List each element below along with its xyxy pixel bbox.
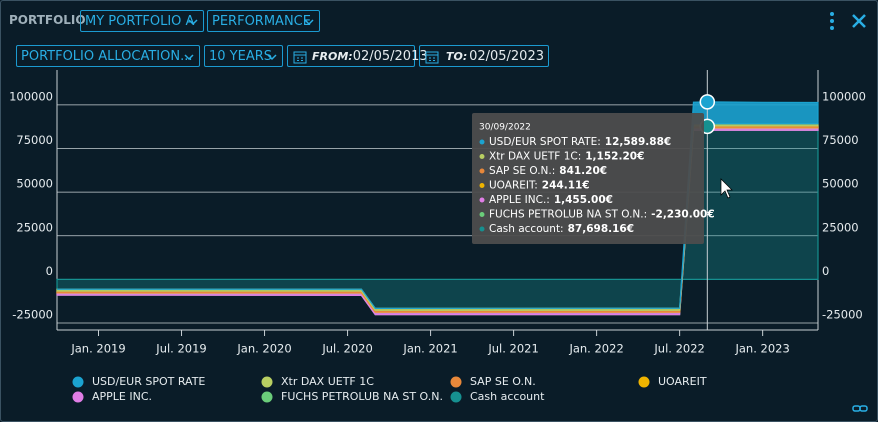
tooltip-label: Cash account: [489,223,564,235]
tooltip-row: Cash account: 87,698.16€ [489,223,634,235]
x-tick-label: Jul. 2021 [487,342,538,356]
view-dropdown[interactable]: PERFORMANCE [207,10,320,32]
tooltip-value: -2,230.00€ [651,209,714,221]
dropdown-text: 10 YEARS [209,49,273,64]
tooltip-row: UOAREIT: 244.11€ [489,180,590,192]
tooltip-value: 244.11€ [542,180,590,192]
hover-marker [699,94,716,110]
tooltip-value: 841.20€ [559,165,607,177]
x-tick-label: Jul. 2022 [653,342,704,356]
legend-label: Cash account [470,390,545,403]
tooltip-label: SAP SE O.N.: [489,165,555,177]
tooltip-dot [479,168,485,174]
x-tick-label: Jan. 2021 [402,342,457,356]
tooltip-label: Xtr DAX UETF 1C: [489,151,581,163]
y-tick-label: 75000 [16,133,53,147]
y-tick-label: 0 [46,264,53,278]
y2-tick-label: -25000 [822,308,863,322]
tooltip-dot [479,139,485,145]
legend-label: FUCHS PETROLUB NA ST O.N. [281,390,443,403]
dropdown-text: PERFORMANCE [212,14,311,29]
link-icon[interactable] [852,404,868,414]
tooltip-row: USD/EUR SPOT RATE: 12,589.88€ [489,136,671,148]
y2-tick-label: 75000 [822,133,859,147]
tooltip-label: USD/EUR SPOT RATE: [489,136,601,148]
x-tick-label: Jan. 2019 [70,342,125,356]
y-tick-label: -25000 [12,308,53,322]
legend-swatch [450,391,462,403]
y2-tick-label: 25000 [822,220,859,234]
from-label: FROM: [312,50,353,63]
tooltip-row: FUCHS PETROLUB NA ST O.N.: -2,230.00€ [489,209,715,221]
tooltip-date: 30/09/2022 [479,123,531,133]
menu-icon[interactable] [827,11,839,31]
legend-swatch [261,376,273,388]
tooltip-row: Xtr DAX UETF 1C: 1,152.20€ [489,151,644,163]
y2-tick-label: 100000 [822,89,866,103]
x-tick-label: Jan. 2023 [734,342,789,356]
legend-swatch [450,376,462,388]
tooltip-value: 1,455.00€ [554,194,613,206]
area [56,101,819,309]
to-date[interactable]: TO: 02/05/2023 [419,45,549,67]
tooltip: 30/09/2022 USD/EUR SPOT RATE: 12,589.88€ Xt… [472,113,715,244]
legend-swatch [72,391,84,403]
legend-swatch [638,376,650,388]
y2-tick-label: 0 [822,264,829,278]
tooltip-value: 12,589.88€ [605,136,671,148]
to-label: TO: [446,50,468,63]
x-tick-label: Jul. 2019 [155,342,206,356]
cursor [720,178,733,199]
legend-swatch [72,376,84,388]
legend-label: Xtr DAX UETF 1C [281,375,374,388]
y-tick-label: 50000 [16,177,53,191]
tooltip-dot [479,226,485,232]
tooltip-dot [479,154,485,159]
tooltip-dot [479,183,485,188]
tooltip-label: UOAREIT: [489,180,538,192]
allocation-dropdown[interactable]: PORTFOLIO ALLOCATION... [16,45,200,67]
tooltip-row: SAP SE O.N.: 841.20€ [489,165,607,177]
tooltip-label: APPLE INC.: [489,194,550,206]
to-value: 02/05/2023 [469,49,544,64]
from-value: 02/05/2013 [352,49,428,64]
tooltip-value: 87,698.16€ [568,223,634,235]
dropdown-text: MY PORTFOLIO A [85,14,195,29]
legend-label: USD/EUR SPOT RATE [92,375,205,388]
tooltip-row: APPLE INC.: 1,455.00€ [489,194,613,206]
dropdown-text: PORTFOLIO ALLOCATION... [21,49,193,64]
tooltip-label: FUCHS PETROLUB NA ST O.N.: [489,209,647,221]
legend-label: UOAREIT [658,375,707,388]
close-icon[interactable] [851,13,867,29]
legend-swatch [261,391,273,403]
x-tick-label: Jan. 2020 [236,342,291,356]
legend-label: SAP SE O.N. [470,375,536,388]
tooltip-value: 1,152.20€ [585,151,644,163]
title: PORTFOLIO [9,13,86,27]
x-tick-label: Jul. 2020 [321,342,372,356]
from-date[interactable]: FROM:02/05/2013 [287,45,428,67]
range-dropdown[interactable]: 10 YEARS [204,45,283,67]
y-tick-label: 25000 [16,220,53,234]
x-tick-label: Jan. 2022 [568,342,623,356]
y-tick-label: 100000 [9,89,53,103]
tooltip-dot [479,197,485,203]
legend-label: APPLE INC. [92,390,152,403]
portfolio-dropdown[interactable]: MY PORTFOLIO A [80,10,204,32]
tooltip-box [472,113,704,244]
tooltip-dot [479,212,485,217]
y2-tick-label: 50000 [822,177,859,191]
